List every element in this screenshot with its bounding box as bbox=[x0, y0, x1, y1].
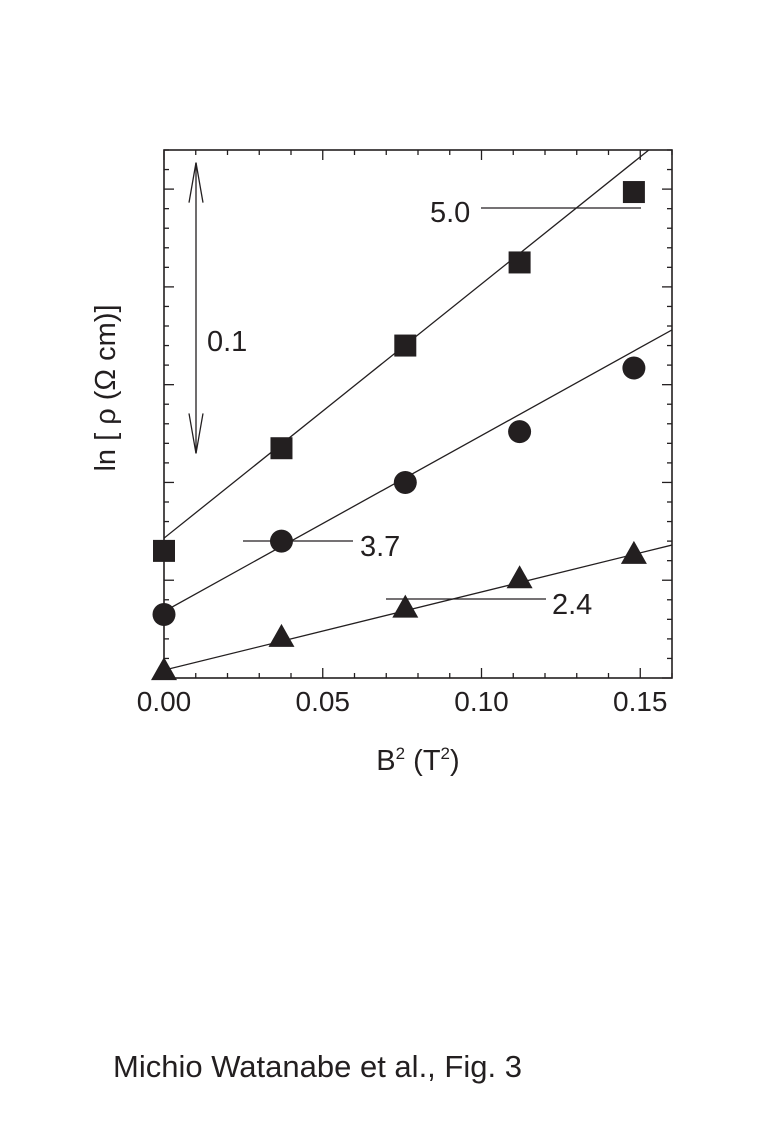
fit-line-5.0 bbox=[164, 150, 650, 539]
scale-bar-arrow-down bbox=[188, 413, 204, 454]
marker-triangle bbox=[506, 565, 533, 589]
marker-circle bbox=[622, 356, 646, 380]
x-axis-label: B2 (T2) bbox=[376, 744, 459, 777]
x-axis-label-close: ) bbox=[450, 745, 460, 777]
marker-triangle bbox=[620, 540, 647, 564]
series-label-5.0: 5.0 bbox=[430, 197, 470, 229]
y-axis-label: ln [ ρ (Ω cm)] bbox=[90, 304, 122, 471]
marker-circle bbox=[269, 529, 293, 553]
x-axis-label-sup: 2 bbox=[396, 744, 405, 763]
marker-circle bbox=[152, 602, 176, 626]
fit-line-2.4 bbox=[164, 544, 672, 671]
marker-square bbox=[394, 334, 417, 357]
series-label-3.7: 3.7 bbox=[360, 531, 400, 563]
fit-line-3.7 bbox=[164, 329, 672, 613]
x-axis-label-unit-sup: 2 bbox=[441, 744, 450, 763]
scale-bar-arrow-up bbox=[188, 162, 204, 203]
x-tick-label: 0.00 bbox=[137, 686, 192, 717]
marker-square bbox=[153, 539, 175, 562]
marker-square bbox=[622, 181, 645, 204]
marker-triangle bbox=[151, 657, 177, 681]
marker-square bbox=[508, 251, 531, 274]
marker-triangle bbox=[392, 594, 419, 618]
series-label-2.4: 2.4 bbox=[552, 589, 592, 621]
x-axis-label-base: B bbox=[376, 745, 395, 777]
scale-bar-label: 0.1 bbox=[207, 326, 247, 358]
x-tick-label: 0.10 bbox=[454, 686, 509, 717]
marker-triangle bbox=[268, 623, 295, 647]
figure-caption: Michio Watanabe et al., Fig. 3 bbox=[113, 1049, 522, 1084]
marker-circle bbox=[508, 420, 532, 444]
x-axis-label-unit: (T bbox=[405, 745, 441, 777]
marker-circle bbox=[393, 470, 417, 494]
marker-square bbox=[270, 437, 293, 460]
x-tick-label: 0.05 bbox=[296, 686, 351, 717]
x-tick-label: 0.15 bbox=[613, 686, 668, 717]
